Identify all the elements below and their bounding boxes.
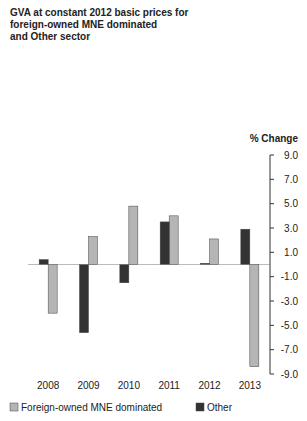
y-tick-label: 9.0	[284, 150, 298, 161]
bar	[48, 265, 57, 314]
title: GVA at constant 2012 basic prices forfor…	[10, 7, 189, 42]
x-tick-label: 2013	[239, 380, 262, 391]
title-line: and Other sector	[10, 31, 90, 42]
bar	[120, 265, 129, 283]
legend-swatch	[196, 403, 204, 411]
bar	[39, 260, 48, 265]
legend-label: Other	[207, 402, 233, 413]
y-tick	[270, 179, 274, 180]
bar	[89, 237, 98, 265]
y-tick	[270, 228, 274, 229]
bar	[80, 265, 89, 333]
y-tick	[270, 349, 274, 350]
background	[0, 0, 307, 421]
bar	[160, 222, 169, 265]
x-tick-label: 2010	[118, 380, 141, 391]
y-tick-label: -3.0	[281, 296, 299, 307]
y-tick	[270, 203, 274, 204]
y-tick	[270, 155, 274, 156]
bar	[241, 229, 250, 264]
bar	[129, 206, 138, 264]
legend-swatch	[10, 403, 18, 411]
title-line: GVA at constant 2012 basic prices for	[10, 7, 189, 18]
y-tick	[270, 252, 274, 253]
zero-line	[28, 264, 270, 265]
y-tick-label: 7.0	[284, 174, 298, 185]
y-tick-label: 3.0	[284, 223, 298, 234]
y-tick-label: 1.0	[284, 247, 298, 258]
bar	[210, 239, 219, 265]
x-tick-label: 2008	[37, 380, 60, 391]
bar	[250, 265, 259, 367]
bar	[169, 216, 178, 265]
y-tick	[270, 325, 274, 326]
legend-label: Foreign-owned MNE dominated	[21, 402, 162, 413]
y-tick-label: -7.0	[281, 344, 299, 355]
y-tick-label: -5.0	[281, 320, 299, 331]
bars	[39, 206, 259, 367]
y-axis-label: % Change	[250, 133, 299, 144]
y-tick-label: 5.0	[284, 198, 298, 209]
x-tick-label: 2011	[158, 380, 180, 391]
y-tick	[270, 301, 274, 302]
chart: GVA at constant 2012 basic prices forfor…	[0, 0, 307, 421]
y-tick-label: -9.0	[281, 369, 299, 380]
y-tick	[270, 374, 274, 375]
y-tick	[270, 276, 274, 277]
title-line: foreign-owned MNE dominated	[10, 19, 157, 30]
y-tick-label: -1.0	[281, 271, 299, 282]
x-tick-label: 2009	[77, 380, 100, 391]
x-tick-label: 2012	[198, 380, 221, 391]
